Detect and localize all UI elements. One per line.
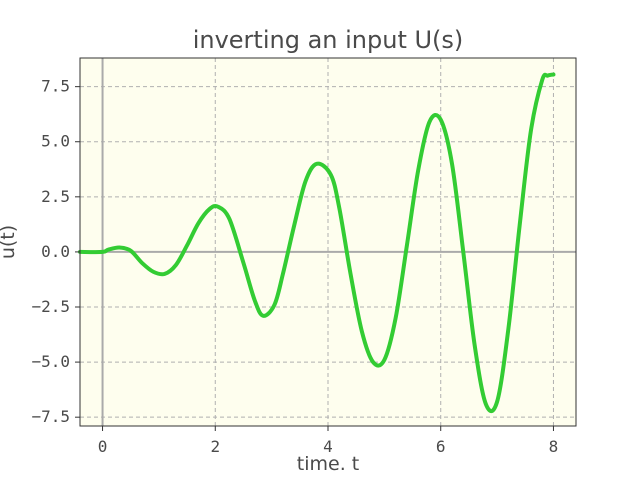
- x-tick-label-4: 8: [549, 437, 559, 456]
- y-tick-label-5: 5.0: [41, 132, 70, 151]
- x-tick-label-0: 0: [98, 437, 108, 456]
- y-tick-label-6: 7.5: [41, 77, 70, 96]
- y-tick-label-4: 2.5: [41, 187, 70, 206]
- y-tick-label-0: −7.5: [31, 407, 70, 426]
- x-tick-label-3: 6: [436, 437, 446, 456]
- chart-title: inverting an input U(s): [193, 26, 464, 54]
- y-tick-label-2: −2.5: [31, 297, 70, 316]
- x-tick-label-1: 2: [210, 437, 220, 456]
- series-layer: [78, 72, 556, 414]
- series-line-0: [78, 72, 556, 414]
- y-tick-label-3: 0.0: [41, 242, 70, 261]
- y-axis-label: u(t): [0, 225, 19, 259]
- x-axis-label: time. t: [297, 453, 359, 475]
- reference-lines: [80, 58, 576, 426]
- y-tick-label-1: −5.0: [31, 352, 70, 371]
- ticks: 0 2 4 6 8 −7.5 −5.0 −2.5 0.0 2.5 5.0 7.5: [31, 77, 558, 456]
- x-tick-label-2: 4: [323, 437, 333, 456]
